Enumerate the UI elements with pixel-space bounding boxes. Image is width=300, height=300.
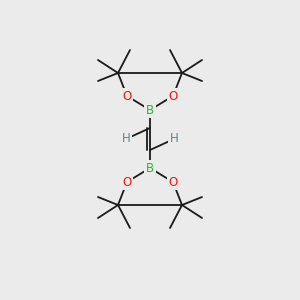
Text: H: H — [122, 133, 130, 146]
Text: O: O — [122, 89, 132, 103]
Text: B: B — [146, 103, 154, 116]
Text: H: H — [169, 133, 178, 146]
Text: O: O — [122, 176, 132, 188]
Text: O: O — [168, 89, 178, 103]
Text: O: O — [168, 176, 178, 188]
Text: B: B — [146, 161, 154, 175]
